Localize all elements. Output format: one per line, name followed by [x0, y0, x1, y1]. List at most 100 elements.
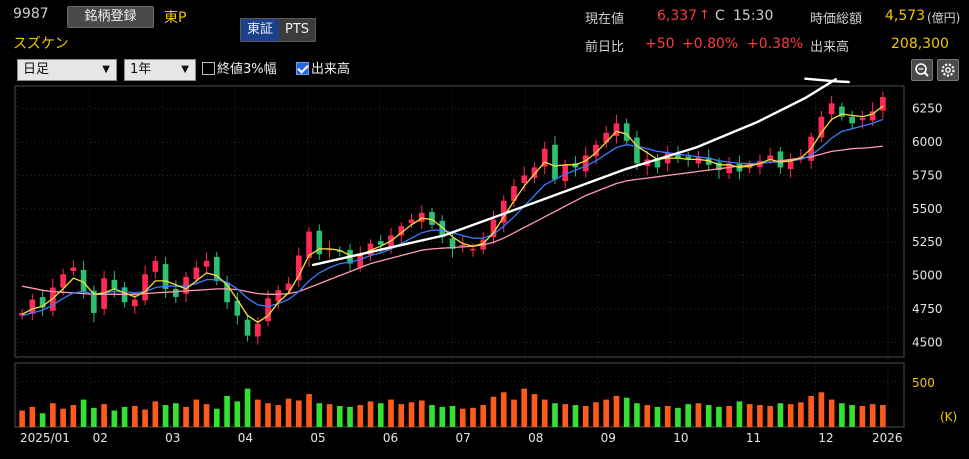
volume-bar — [80, 399, 87, 427]
volume-bar — [152, 401, 159, 427]
volume-bar — [285, 398, 292, 427]
volume-bar — [685, 404, 692, 427]
date-tick-label: 2025/01 — [20, 431, 70, 445]
volume-bar — [398, 404, 405, 427]
volume-bar — [377, 403, 384, 427]
tab-tosho[interactable]: 東証 — [241, 19, 280, 41]
volume-bar — [695, 403, 702, 427]
volume-bar — [254, 399, 261, 427]
market-cap-label: 時価総額 — [810, 12, 863, 27]
candle — [675, 154, 681, 159]
close-3pct-option[interactable]: 終値3%幅 — [202, 59, 277, 81]
volume-bar — [275, 405, 282, 427]
candle — [859, 118, 866, 121]
stock-name: スズケン — [13, 36, 69, 52]
candle — [839, 106, 845, 117]
volume-bar — [224, 395, 230, 427]
candle — [572, 163, 579, 168]
candle — [808, 136, 814, 161]
zoom-button[interactable] — [911, 59, 933, 81]
date-tick-label: 09 — [601, 431, 616, 445]
volume-bar — [336, 405, 343, 427]
volume-bar — [490, 396, 497, 427]
candle — [213, 256, 220, 281]
period-select[interactable]: 日足 ▼ — [17, 59, 117, 81]
volume-bar — [449, 405, 456, 427]
close-3pct-checkbox[interactable] — [202, 62, 215, 75]
price-tick-label: 5500 — [912, 202, 943, 216]
candle — [767, 155, 773, 160]
candle — [70, 267, 77, 272]
candle — [19, 312, 25, 316]
moving-average-short — [21, 105, 884, 324]
volume-bar — [19, 410, 25, 427]
price-tick-label: 6000 — [912, 135, 943, 149]
volume-bar — [705, 405, 712, 427]
volume-bar — [880, 405, 886, 427]
date-axis: 2025/01 02 03 04 05 06 07 08 09 10 11 12 2026 — [20, 431, 903, 445]
market-cap-unit: (億円) — [927, 11, 961, 25]
date-tick-label: 03 — [165, 431, 180, 445]
volume-bar — [429, 405, 435, 427]
candle — [275, 290, 282, 302]
candle — [500, 200, 507, 223]
candle — [254, 323, 261, 337]
candle — [644, 159, 651, 166]
volume-bar — [572, 405, 579, 427]
volume-bar — [531, 394, 538, 427]
volume-bar — [439, 406, 446, 427]
market-label: 東P — [164, 10, 187, 26]
candle — [162, 264, 169, 289]
volume-bar — [213, 408, 220, 427]
volume-bar — [623, 397, 630, 427]
volume-bar — [326, 404, 333, 427]
volume-bar — [193, 399, 200, 427]
candle — [429, 212, 435, 225]
candle — [408, 219, 415, 223]
trendline-tail — [804, 77, 850, 84]
tab-pts[interactable]: PTS — [279, 19, 316, 41]
volume-bar — [234, 401, 241, 427]
candle — [388, 235, 394, 249]
candle — [623, 123, 630, 141]
volume-bar — [132, 405, 138, 427]
change-label: 前日比 — [585, 40, 625, 55]
price-axis: 4500 4750 5000 5250 5500 5750 6000 6250 — [912, 102, 943, 350]
volume-unit-label: (K) — [940, 410, 957, 424]
candle — [613, 123, 620, 136]
range-select[interactable]: 1年 ▼ — [124, 59, 196, 81]
volume-bar — [798, 402, 804, 427]
candle — [347, 249, 353, 264]
register-stock-button[interactable]: 銘柄登録 — [67, 6, 154, 28]
candle — [828, 103, 835, 115]
volume-bar — [316, 403, 323, 427]
volume-bar — [367, 401, 374, 427]
volume-bar — [511, 399, 517, 427]
candle — [449, 238, 456, 249]
candle — [562, 164, 569, 182]
exchange-tabs: 東証 PTS — [240, 18, 317, 42]
volume-option[interactable]: 出来高 — [296, 59, 350, 81]
candle — [746, 164, 753, 169]
volume-bar — [203, 404, 210, 427]
candle — [234, 300, 241, 316]
volume-checkbox[interactable] — [296, 62, 309, 75]
candle — [439, 220, 446, 237]
volume-bar — [603, 399, 610, 427]
settings-button[interactable] — [937, 59, 959, 81]
volume-bar — [664, 405, 671, 427]
price-up-arrow: ↑ — [699, 8, 710, 23]
candle — [132, 299, 138, 307]
candle — [193, 267, 200, 280]
volume-bar — [777, 403, 784, 427]
volume-bar — [593, 402, 599, 427]
range-select-value: 1年 — [130, 62, 152, 77]
candle — [111, 279, 118, 289]
date-tick-label: 05 — [310, 431, 325, 445]
chevron-down-icon: ▼ — [102, 64, 110, 75]
candlesticks — [19, 91, 886, 345]
candle — [60, 274, 66, 288]
volume-bar — [388, 399, 394, 427]
volume-bar — [644, 405, 651, 427]
date-tick-label: 04 — [238, 431, 253, 445]
